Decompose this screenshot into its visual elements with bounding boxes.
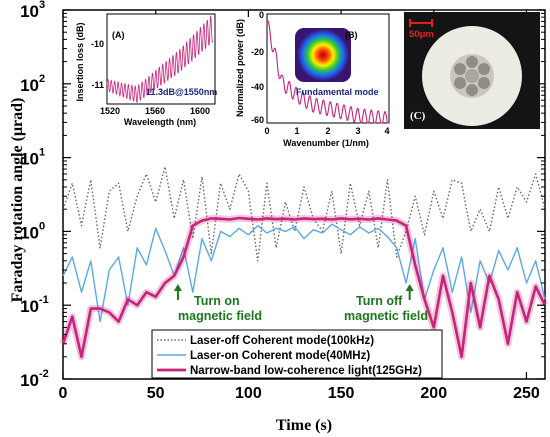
x-tick-label: 100 — [235, 385, 262, 402]
legend: Laser-off Coherent mode(100kHz) Laser-on… — [151, 329, 443, 379]
inset-b-xtick-1: 1 — [294, 126, 299, 136]
inset-a-xtick-1: 1560 — [145, 106, 165, 116]
x-axis-label: Time (s) — [276, 417, 332, 434]
inset-a-xtick-2: 1600 — [190, 106, 210, 116]
inset-b-ytick-3: -60 — [251, 115, 264, 125]
inset-a-ytick-0: -10 — [91, 39, 104, 49]
y-tick-exponent: 0 — [39, 220, 45, 232]
mode-profile-image — [297, 29, 349, 81]
x-tick-label: 0 — [59, 385, 68, 402]
inset-b-annotation: Fundamental mode — [296, 87, 379, 97]
inset-a: (A) 11.3dB@1550nm -10 -11 1520 1560 1600… — [75, 13, 217, 127]
y-tick-label: 10 — [20, 371, 39, 390]
legend-label-low-coherence: Narrow-band low-coherence light(125GHz) — [190, 365, 422, 377]
inset-b-xtick-4: 4 — [384, 126, 389, 136]
annotation-turn-on: Turn on magnetic field — [173, 284, 262, 323]
y-tick-exponent: -2 — [39, 368, 49, 380]
inset-b-xtick-3: 3 — [355, 126, 360, 136]
inset-b-panel-label: (B) — [345, 30, 358, 40]
inset-a-annotation: 11.3dB@1550nm — [146, 87, 217, 97]
y-axis-label: Faraday rotation angle (μrad) — [9, 98, 26, 303]
annotation-turn-off: Turn off magnetic field — [344, 284, 428, 323]
annotation-turn-off-line1: Turn off — [356, 294, 403, 308]
inset-a-frame — [106, 13, 216, 105]
fiber-core — [465, 69, 479, 83]
annotation-turn-on-line1: Turn on — [194, 294, 240, 308]
y-tick-exponent: 3 — [39, 0, 45, 11]
inset-a-curve — [106, 15, 213, 103]
inset-b-xtick-2: 2 — [325, 126, 330, 136]
x-tick-label: 50 — [147, 385, 165, 402]
fiber-hole — [466, 84, 478, 96]
fiber-hole — [454, 63, 466, 75]
inset-b-ytick-2: -40 — [251, 82, 264, 92]
inset-b-xtick-0: 0 — [264, 126, 269, 136]
annotation-turn-off-line2: magnetic field — [344, 309, 428, 323]
inset-a-xtick-0: 1520 — [100, 106, 120, 116]
legend-box — [151, 329, 443, 379]
y-tick-exponent: 2 — [39, 73, 45, 85]
y-tick-exponent: -1 — [39, 294, 49, 306]
series-line-0 — [62, 166, 546, 262]
inset-b-curve — [266, 20, 389, 124]
y-tick-label: 10 — [20, 2, 39, 21]
inset-b: (B) Fundamental mode 0 -20 -40 -60 0 1 2… — [235, 10, 390, 148]
inset-c: 50μm (C) — [404, 12, 540, 129]
inset-a-line — [106, 15, 213, 103]
inset-a-xlabel: Wavelength (nm) — [124, 117, 196, 127]
inset-b-xlabel: Wavenumber (1/nm) — [283, 138, 369, 148]
inset-a-panel-label: (A) — [112, 30, 125, 40]
scale-bar-label: 50μm — [409, 29, 434, 40]
inset-b-ylabel: Normalized power (dB) — [235, 19, 245, 117]
inset-b-ytick-1: -20 — [251, 47, 264, 57]
y-tick-label: 10 — [20, 76, 39, 95]
inset-a-ytick-1: -11 — [91, 80, 104, 90]
legend-label-laser-off: Laser-off Coherent mode(100kHz) — [190, 335, 374, 347]
y-tick-exponent: 1 — [39, 147, 45, 159]
fiber-hole — [454, 77, 466, 89]
annotation-turn-on-line2: magnetic field — [178, 309, 262, 323]
x-tick-label: 200 — [420, 385, 447, 402]
inset-a-ylabel: Insertion loss (dB) — [75, 22, 85, 101]
x-tick-label: 150 — [328, 385, 355, 402]
series-line-2 — [61, 216, 547, 359]
inset-b-line — [266, 20, 389, 124]
fiber-hole — [478, 63, 490, 75]
y-tick-label: 10 — [20, 150, 39, 169]
series-layer — [59, 166, 549, 361]
fiber-hole — [478, 77, 490, 89]
y-tick-label: 10 — [20, 297, 39, 316]
inset-c-panel-label: (C) — [410, 110, 426, 122]
fiber-hole — [466, 56, 478, 68]
arrowhead-turn-off — [405, 284, 414, 291]
y-tick-label: 10 — [20, 223, 39, 242]
x-tick-label: 250 — [513, 385, 540, 402]
legend-label-laser-on: Laser-on Coherent mode(40MHz) — [190, 350, 370, 362]
arrowhead-turn-on — [173, 284, 182, 291]
inset-b-ytick-0: 0 — [259, 10, 264, 20]
series-line-1 — [62, 223, 546, 323]
